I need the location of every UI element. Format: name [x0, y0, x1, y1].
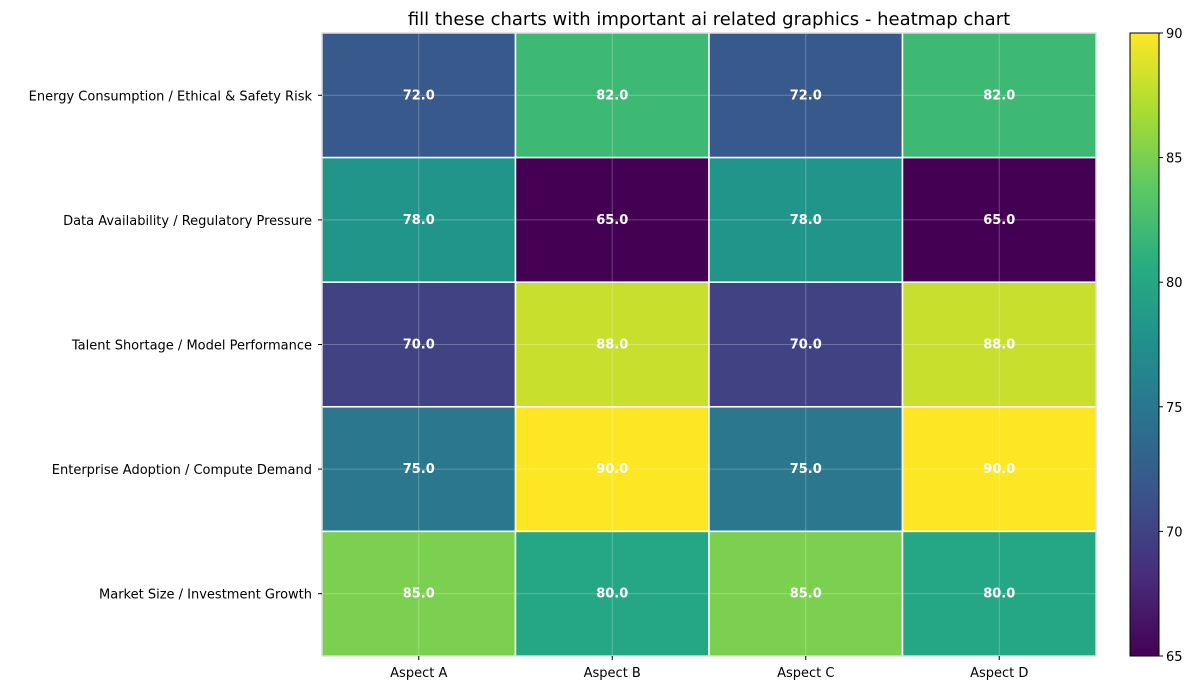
heatmap-cell — [901, 156, 1097, 283]
grid-lines — [322, 33, 1096, 656]
cell-value-label: 90.0 — [596, 462, 628, 477]
cell-value-label: 80.0 — [983, 587, 1015, 602]
x-tick-label: Aspect A — [390, 666, 447, 681]
cell-value-label: 82.0 — [983, 88, 1015, 103]
colorbar-tick-label: 85 — [1166, 152, 1183, 167]
colorbar-tick-label: 90 — [1166, 27, 1183, 42]
heatmap-cell — [321, 406, 517, 533]
y-tick-label: Data Availability / Regulatory Pressure — [63, 214, 312, 229]
heatmap-cell — [321, 32, 517, 159]
y-tick-label: Enterprise Adoption / Compute Demand — [52, 463, 312, 478]
heatmap-cell — [514, 406, 710, 533]
heatmap-cells — [321, 32, 1097, 657]
cell-value-label: 65.0 — [983, 213, 1015, 228]
cell-value-label: 78.0 — [403, 213, 435, 228]
chart-title: fill these charts with important ai rela… — [408, 9, 1010, 30]
heatmap-cell — [321, 530, 517, 657]
cell-value-labels: 72.0 82.0 72.0 82.0 78.0 65.0 78.0 65.0 70.0 88.0… — [403, 88, 1016, 601]
cell-value-label: 70.0 — [403, 338, 435, 353]
axes: Aspect A Aspect B Aspect C Aspect D Energy C… — [29, 32, 1097, 681]
colorbar-tick-label: 75 — [1166, 401, 1183, 416]
cell-value-label: 65.0 — [596, 213, 628, 228]
heatmap-cell — [514, 530, 710, 657]
cell-value-label: 90.0 — [983, 462, 1015, 477]
cell-value-label: 72.0 — [790, 88, 822, 103]
y-tick-label: Energy Consumption / Ethical & Safety Ri… — [29, 89, 313, 104]
y-tick-label: Market Size / Investment Growth — [99, 588, 312, 603]
y-tick-label: Talent Shortage / Model Performance — [71, 339, 312, 354]
heatmap-cell — [708, 156, 904, 283]
heatmap-cell — [708, 32, 904, 159]
cell-value-label: 72.0 — [403, 88, 435, 103]
cell-value-label: 88.0 — [983, 338, 1015, 353]
cell-value-label: 88.0 — [596, 338, 628, 353]
heatmap-cell — [514, 281, 710, 408]
cell-value-label: 78.0 — [790, 213, 822, 228]
heatmap-cell — [901, 530, 1097, 657]
heatmap-cell — [708, 530, 904, 657]
x-tick-label: Aspect C — [777, 666, 834, 681]
colorbar-tick-label: 70 — [1166, 525, 1183, 540]
heatmap-cell — [901, 32, 1097, 159]
cell-value-label: 85.0 — [790, 587, 822, 602]
colorbar-gradient — [1129, 32, 1160, 657]
cell-value-label: 82.0 — [596, 88, 628, 103]
heatmap-cell — [901, 281, 1097, 408]
colorbar-tick-label: 65 — [1166, 650, 1183, 665]
heatmap-cell — [708, 406, 904, 533]
cell-value-label: 80.0 — [596, 587, 628, 602]
heatmap-cell — [901, 406, 1097, 533]
x-tick-label: Aspect D — [970, 666, 1028, 681]
cell-value-label: 70.0 — [790, 338, 822, 353]
cell-value-label: 75.0 — [403, 462, 435, 477]
x-tick-label: Aspect B — [584, 666, 641, 681]
colorbar: 65 70 75 80 85 90 — [1129, 27, 1183, 665]
cell-value-label: 85.0 — [403, 587, 435, 602]
cell-value-label: 75.0 — [790, 462, 822, 477]
colorbar-tick-label: 80 — [1166, 276, 1183, 291]
